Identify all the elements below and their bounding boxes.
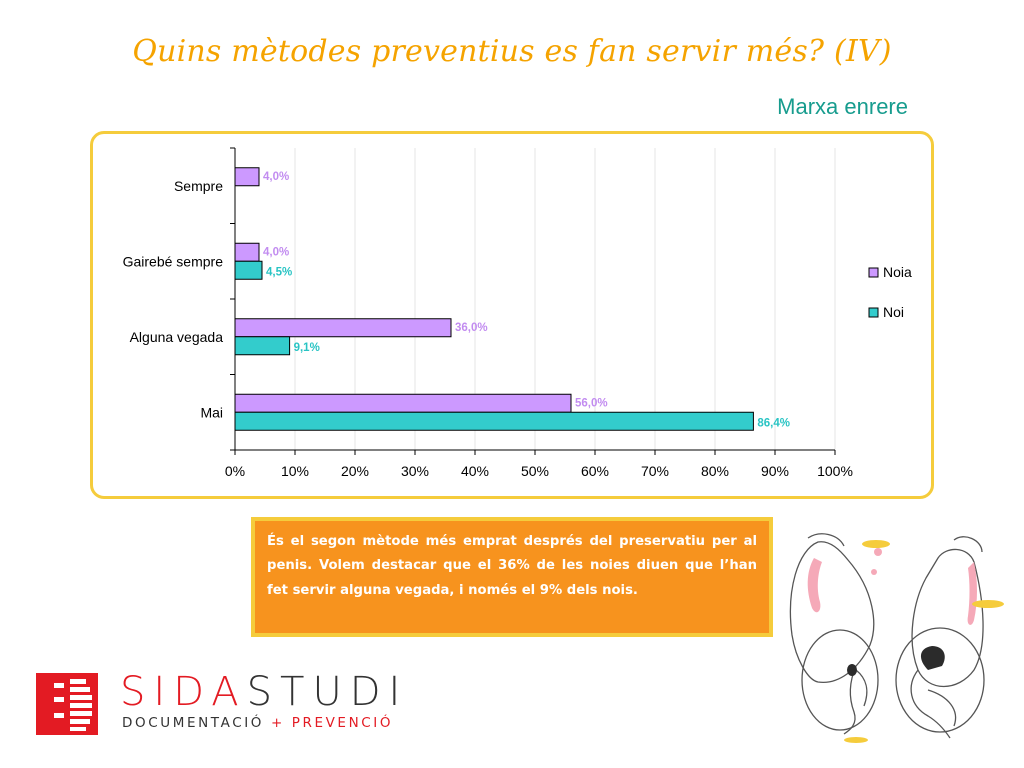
bar-noi (234, 260, 263, 280)
logo-word-studi: STUDI (246, 669, 409, 715)
data-label-noia: 36,0% (455, 322, 488, 334)
bar-noi (234, 411, 754, 431)
y-tick-label: Mai (200, 404, 223, 420)
bar-noia (234, 242, 260, 262)
x-tick-label: 60% (581, 463, 609, 479)
logo-word-sida: SIDA (120, 669, 247, 715)
logo-tagline: DOCUMENTACIÓ + PREVENCIÓ (122, 715, 393, 731)
bar-noi (234, 336, 291, 356)
legend-swatch-noia (868, 267, 879, 278)
x-tick-label: 70% (641, 463, 669, 479)
x-tick-label: 10% (281, 463, 309, 479)
condom-figures-illustration-icon (789, 533, 1004, 743)
x-tick-label: 80% (701, 463, 729, 479)
x-tick-label: 0% (225, 463, 245, 479)
bar-noia (234, 167, 260, 187)
note-box: És el segon mètode més emprat després de… (251, 517, 773, 637)
logo-tagline-part2: PREVENCIÓ (291, 715, 394, 731)
data-label-noia: 4,0% (263, 246, 289, 258)
data-label-noia: 4,0% (263, 171, 289, 183)
slide-subtitle: Marxa enrere (777, 94, 908, 119)
bar-chart: 0% 10% 20% 30% 40% 50% 60% 70% 80% 90% 100% Sempre 4… (123, 147, 912, 479)
slide-title: Quins mètodes preventius es fan servir m… (132, 34, 892, 69)
data-label-noia: 56,0% (575, 397, 608, 409)
y-tick-label: Alguna vegada (130, 329, 224, 345)
data-label-noi: 9,1% (294, 342, 320, 354)
x-tick-label: 100% (817, 463, 853, 479)
x-tick-label: 90% (761, 463, 789, 479)
legend-label-noi: Noi (883, 304, 904, 320)
x-tick-label: 30% (401, 463, 429, 479)
x-tick-label: 20% (341, 463, 369, 479)
logo-tagline-part1: DOCUMENTACIÓ (122, 715, 265, 731)
y-tick-label: Gairebé sempre (123, 253, 224, 269)
logo-tagline-plus: + (264, 715, 292, 731)
data-label-noi: 4,5% (266, 266, 292, 278)
bar-noia (234, 393, 572, 413)
note-text: És el segon mètode més emprat després de… (255, 521, 769, 633)
legend-label-noia: Noia (883, 264, 912, 280)
x-tick-label: 50% (521, 463, 549, 479)
logo-wordmark: SIDASTUDI (120, 669, 408, 715)
y-tick-label: Sempre (174, 178, 223, 194)
sidastudi-logo: SIDASTUDI DOCUMENTACIÓ + PREVENCIÓ (36, 669, 400, 738)
sidastudi-logo-mark-icon (36, 673, 98, 735)
data-label-noi: 86,4% (757, 417, 790, 429)
legend-swatch-noi (868, 307, 879, 318)
chart-frame: 0% 10% 20% 30% 40% 50% 60% 70% 80% 90% 100% Sempre 4… (90, 131, 934, 499)
x-tick-label: 40% (461, 463, 489, 479)
bar-noia (234, 318, 452, 338)
